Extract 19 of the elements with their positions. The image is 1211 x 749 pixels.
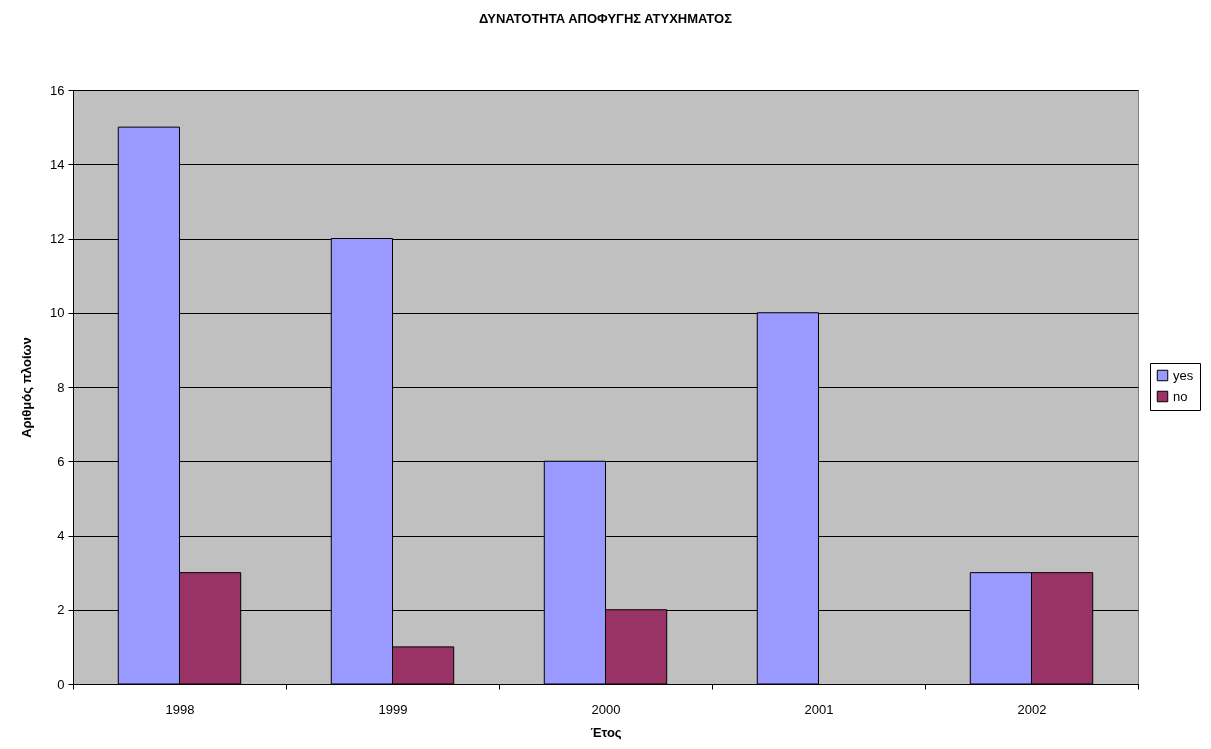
x-tick-label: 2000: [591, 701, 621, 717]
y-tick-label: 10: [50, 305, 65, 321]
y-tick-label: 12: [50, 231, 65, 246]
y-tick-label: 4: [57, 528, 65, 543]
legend-label: yes: [1173, 367, 1194, 383]
chart-title: ΔΥΝΑΤΟΤΗΤΑ ΑΠΟΦΥΓΗΣ ΑΤΥΧΗΜΑΤΟΣ: [479, 11, 733, 26]
x-axis-title: Έτος: [590, 724, 622, 740]
legend-label: no: [1173, 388, 1188, 404]
y-tick-label: 0: [57, 676, 65, 692]
y-tick-label: 8: [57, 379, 65, 395]
y-axis-title: Αριθμός πλοίων: [19, 337, 35, 438]
x-tick-label: 2002: [1017, 701, 1047, 717]
x-tick-label: 1998: [165, 701, 195, 717]
x-tick-label: 1999: [378, 701, 408, 717]
x-tick-label: 2001: [804, 701, 834, 717]
y-tick-label: 16: [50, 82, 65, 98]
y-tick-label: 2: [57, 602, 65, 618]
y-tick-label: 14: [50, 156, 65, 172]
y-tick-label: 6: [57, 453, 65, 469]
